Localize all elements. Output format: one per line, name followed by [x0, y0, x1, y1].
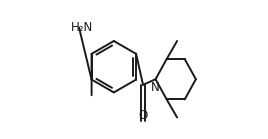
- Text: N: N: [151, 81, 160, 94]
- Text: H₂N: H₂N: [71, 21, 93, 34]
- Text: O: O: [138, 109, 148, 122]
